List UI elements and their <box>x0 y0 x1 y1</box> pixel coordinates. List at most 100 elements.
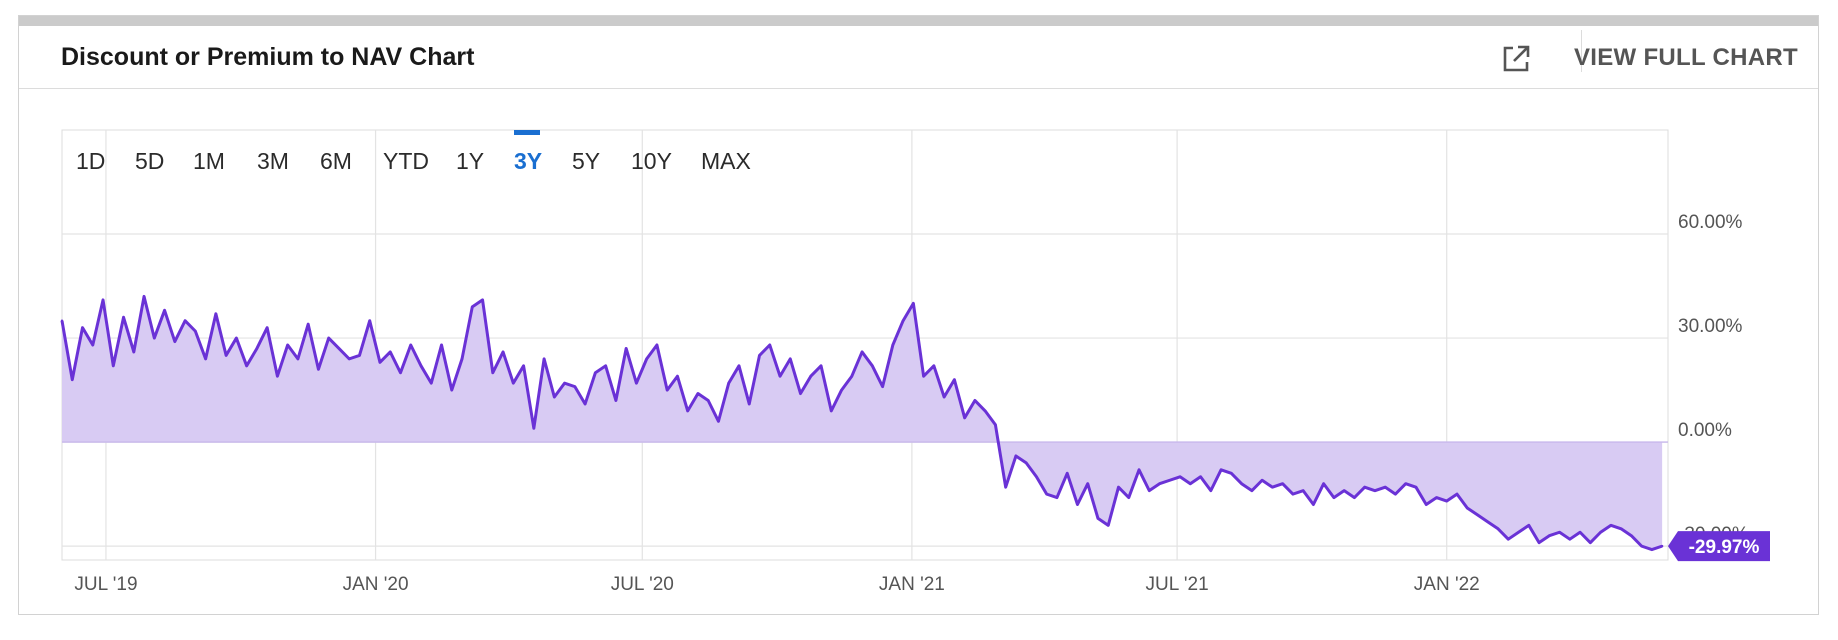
data-point <box>1127 496 1130 499</box>
data-point <box>255 347 259 350</box>
x-tick-label: JAN '22 <box>1414 574 1480 595</box>
external-link-icon[interactable] <box>1499 42 1533 76</box>
data-point <box>1394 492 1397 496</box>
timeframe-1m[interactable]: 1M <box>193 148 225 174</box>
data-point <box>922 375 925 378</box>
timeframe-ytd[interactable]: YTD <box>383 148 429 174</box>
data-point <box>142 295 146 298</box>
data-point <box>799 392 802 395</box>
timeframe-5d[interactable]: 5D <box>135 148 165 174</box>
data-point <box>1076 503 1079 506</box>
data-point <box>1373 489 1377 492</box>
data-point <box>194 329 197 333</box>
data-point <box>1086 482 1089 485</box>
data-point <box>1168 479 1171 482</box>
data-point <box>881 385 884 388</box>
data-point <box>491 371 495 374</box>
data-point <box>1537 541 1541 544</box>
data-point <box>1209 489 1213 492</box>
timeframe-3y[interactable]: 3Y <box>514 148 543 174</box>
data-point <box>994 423 997 426</box>
timeframe-3m[interactable]: 3M <box>257 148 289 174</box>
data-point <box>204 357 207 361</box>
data-point <box>542 357 546 361</box>
data-point <box>501 350 505 354</box>
last-value-label: -29.97% <box>1689 537 1760 558</box>
data-point <box>1199 475 1202 478</box>
data-point <box>1568 537 1572 541</box>
data-point <box>1219 468 1223 472</box>
data-point <box>963 416 966 420</box>
timeframe-1d[interactable]: 1D <box>76 148 106 174</box>
data-point <box>635 381 638 385</box>
data-point <box>942 395 946 399</box>
view-full-chart-button[interactable]: VIEW FULL CHART <box>1573 44 1798 71</box>
data-point <box>348 357 351 361</box>
data-point <box>912 302 915 305</box>
data-point <box>1435 496 1438 499</box>
data-point <box>891 343 895 347</box>
data-point <box>409 343 412 347</box>
data-point <box>1322 482 1325 485</box>
data-point <box>1342 489 1346 492</box>
data-point <box>337 347 341 350</box>
timeframe-10y[interactable]: 10Y <box>631 148 672 174</box>
data-point <box>1271 485 1274 489</box>
chart-card: Discount or Premium to NAV Chart VIEW FU… <box>18 15 1819 615</box>
x-tick-label: JUL '19 <box>74 574 137 595</box>
timeframe-1y[interactable]: 1Y <box>456 148 485 174</box>
data-point <box>265 326 269 329</box>
series-area <box>62 296 1663 550</box>
data-point <box>1301 489 1305 492</box>
data-point <box>1250 489 1254 492</box>
data-point <box>1630 534 1633 537</box>
data-point <box>81 326 84 329</box>
data-point <box>224 354 228 357</box>
timeframe-6m[interactable]: 6M <box>320 148 352 174</box>
y-tick-label: 30.00% <box>1678 316 1743 337</box>
data-point <box>112 364 115 368</box>
x-tick-label: JUL '20 <box>611 574 674 595</box>
data-point <box>1507 537 1510 541</box>
data-point <box>1055 496 1059 499</box>
header-divider <box>1581 30 1582 72</box>
data-point <box>430 381 433 385</box>
data-point <box>389 350 392 354</box>
timeframe-max[interactable]: MAX <box>701 148 751 174</box>
data-point <box>1291 492 1295 496</box>
data-point <box>901 319 905 322</box>
data-point <box>296 357 300 361</box>
data-point <box>1230 472 1233 475</box>
data-point <box>840 388 843 392</box>
data-point <box>60 319 64 322</box>
x-tick-label: JAN '20 <box>343 574 409 595</box>
data-point <box>1240 482 1243 485</box>
data-point <box>1466 506 1469 510</box>
data-point <box>809 375 812 378</box>
active-timeframe-indicator <box>514 130 540 135</box>
data-point <box>1660 544 1664 548</box>
data-point <box>1014 454 1018 458</box>
data-point <box>399 371 402 374</box>
data-point <box>214 312 218 315</box>
data-point <box>1414 485 1418 489</box>
data-point <box>686 409 689 413</box>
data-point <box>245 364 248 368</box>
data-point <box>645 357 648 361</box>
x-tick-label: JUL '21 <box>1146 574 1209 595</box>
data-point <box>522 364 525 368</box>
data-point <box>1189 482 1192 485</box>
data-point <box>563 381 566 385</box>
data-point <box>532 427 536 430</box>
data-point <box>1640 544 1643 548</box>
data-point <box>101 298 105 302</box>
data-point <box>1137 468 1141 472</box>
card-top-bar <box>19 16 1818 26</box>
data-point <box>932 364 936 368</box>
data-point <box>727 381 730 385</box>
data-point <box>306 322 310 326</box>
data-point <box>1035 475 1038 478</box>
timeframe-5y[interactable]: 5Y <box>572 148 601 174</box>
data-point <box>717 420 720 423</box>
